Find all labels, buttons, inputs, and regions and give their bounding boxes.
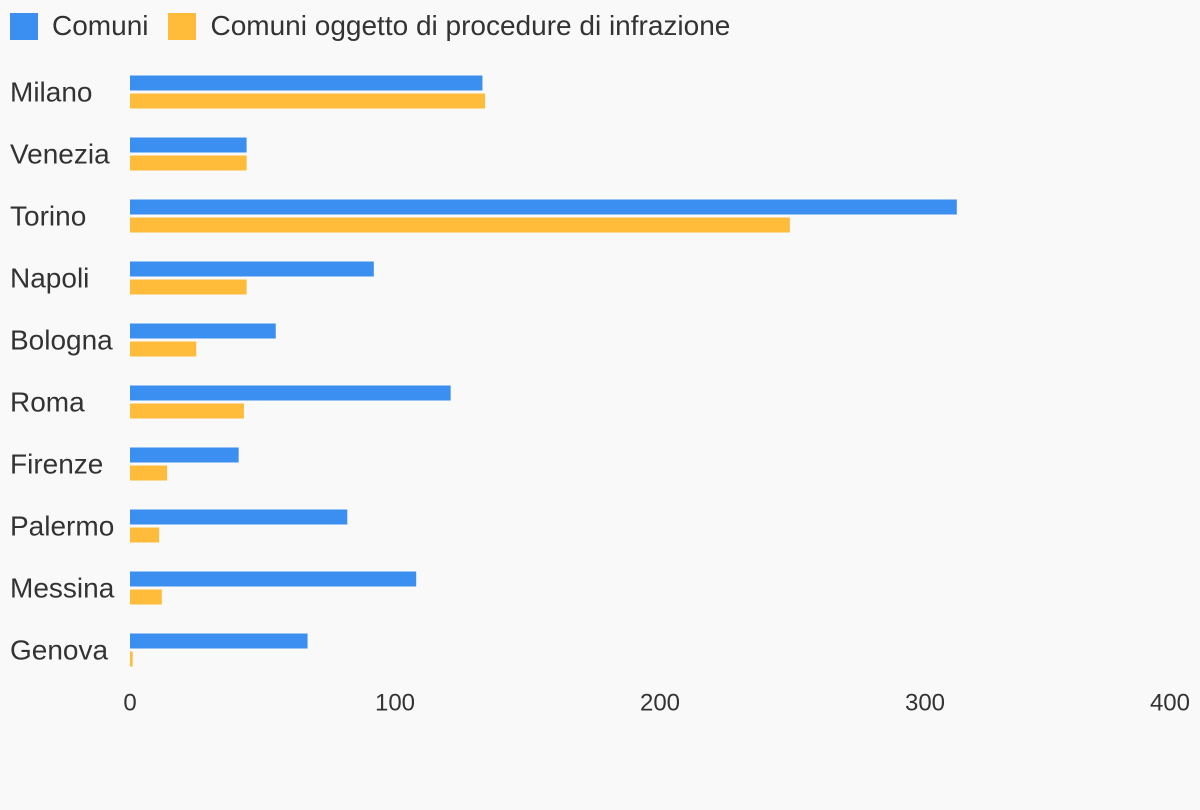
bar-torino-series-2 xyxy=(130,217,790,233)
category-label-napoli: Napoli xyxy=(10,263,89,294)
chart-legend: Comuni Comuni oggetto di procedure di in… xyxy=(10,10,750,42)
bar-genova-series-2 xyxy=(130,651,133,667)
legend-label-comuni: Comuni xyxy=(52,10,149,41)
x-tick-label-200: 200 xyxy=(640,690,680,717)
bars-group xyxy=(130,75,957,667)
bar-palermo-series-1 xyxy=(130,509,348,525)
x-axis-ticks: 0 100 200 300 400 xyxy=(123,690,1190,717)
bar-venezia-series-2 xyxy=(130,155,247,171)
category-label-firenze: Firenze xyxy=(10,449,103,480)
category-label-torino: Torino xyxy=(10,201,86,232)
legend-label-infrazione: Comuni oggetto di procedure di infrazion… xyxy=(210,10,731,41)
category-label-messina: Messina xyxy=(10,573,115,604)
category-label-roma: Roma xyxy=(10,387,85,418)
bar-firenze-series-2 xyxy=(130,465,168,481)
legend-swatch-infrazione xyxy=(168,12,197,40)
category-label-palermo: Palermo xyxy=(10,511,114,542)
bar-palermo-series-2 xyxy=(130,527,160,543)
category-label-milano: Milano xyxy=(10,77,92,108)
bar-napoli-series-2 xyxy=(130,279,247,295)
legend-swatch-comuni xyxy=(10,12,38,40)
bar-bologna-series-2 xyxy=(130,341,197,357)
bar-bologna-series-1 xyxy=(130,323,276,339)
category-label-genova: Genova xyxy=(10,635,108,666)
x-tick-label-400: 400 xyxy=(1150,690,1190,717)
legend-item-comuni: Comuni xyxy=(10,10,148,42)
bar-genova-series-1 xyxy=(130,633,308,649)
bar-roma-series-1 xyxy=(130,385,451,401)
x-tick-label-300: 300 xyxy=(905,690,945,717)
bar-venezia-series-1 xyxy=(130,137,247,153)
legend-item-infrazione: Comuni oggetto di procedure di infrazion… xyxy=(168,10,730,42)
bar-napoli-series-1 xyxy=(130,261,374,277)
bar-torino-series-1 xyxy=(130,199,957,215)
bar-milano-series-2 xyxy=(130,93,486,109)
bar-milano-series-1 xyxy=(130,75,483,91)
x-tick-label-0: 0 xyxy=(123,690,136,717)
category-labels: Milano Venezia Torino Napoli Bologna Roma Fire… xyxy=(10,77,115,666)
bar-roma-series-2 xyxy=(130,403,244,419)
bar-messina-series-2 xyxy=(130,589,162,605)
bar-firenze-series-1 xyxy=(130,447,239,463)
category-label-venezia: Venezia xyxy=(10,139,110,170)
category-label-bologna: Bologna xyxy=(10,325,113,356)
x-tick-label-100: 100 xyxy=(375,690,415,717)
bar-messina-series-1 xyxy=(130,571,417,587)
